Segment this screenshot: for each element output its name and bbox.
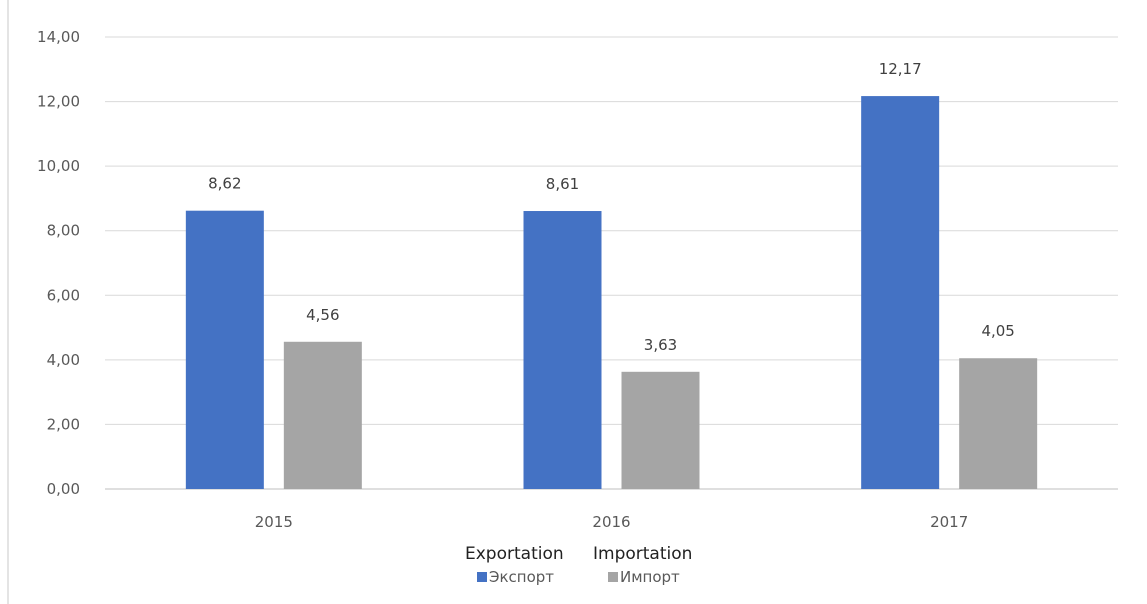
y-tick-label: 12,00 (37, 93, 80, 111)
y-tick-label: 6,00 (47, 286, 80, 304)
data-label: 12,17 (879, 60, 922, 78)
x-axis-category-labels: 2015 2016 2017 (255, 513, 969, 531)
y-axis-tick-labels: 0,00 2,00 4,00 6,00 8,00 10,00 12,00 14,00 (37, 28, 80, 498)
y-tick-label: 8,00 (47, 222, 80, 240)
legend-label-export: Экспорт (489, 568, 554, 586)
bar-import-2017 (959, 358, 1038, 489)
data-label: 4,56 (306, 306, 339, 324)
x-category-label: 2015 (255, 513, 293, 531)
gridlines (105, 36, 1118, 490)
legend-swatch-import (608, 572, 618, 582)
data-labels: 8,62 4,56 8,61 3,63 12,17 4,05 (208, 60, 1015, 354)
bar-export-2016 (523, 211, 602, 489)
y-tick-label: 14,00 (37, 28, 80, 46)
data-label: 3,63 (644, 336, 677, 354)
x-category-label: 2017 (930, 513, 968, 531)
annotation-importation: Importation (593, 544, 692, 564)
y-tick-label: 4,00 (47, 351, 80, 369)
bar-import-2015 (283, 341, 362, 489)
bar-import-2016 (621, 371, 700, 489)
data-label: 8,61 (546, 175, 579, 193)
bars (185, 96, 1038, 489)
data-label: 8,62 (208, 175, 241, 193)
legend-label-import: Импорт (620, 568, 680, 586)
x-category-label: 2016 (592, 513, 630, 531)
y-tick-label: 10,00 (37, 157, 80, 175)
y-tick-label: 0,00 (47, 480, 80, 498)
data-label: 4,05 (981, 322, 1014, 340)
y-tick-label: 2,00 (47, 415, 80, 433)
legend-swatch-export (477, 572, 487, 582)
bar-export-2015 (185, 210, 264, 489)
bar-export-2017 (861, 96, 940, 489)
annotation-exportation: Exportation (465, 544, 564, 564)
legend: Exportation Importation Экспорт Импорт (465, 544, 692, 586)
